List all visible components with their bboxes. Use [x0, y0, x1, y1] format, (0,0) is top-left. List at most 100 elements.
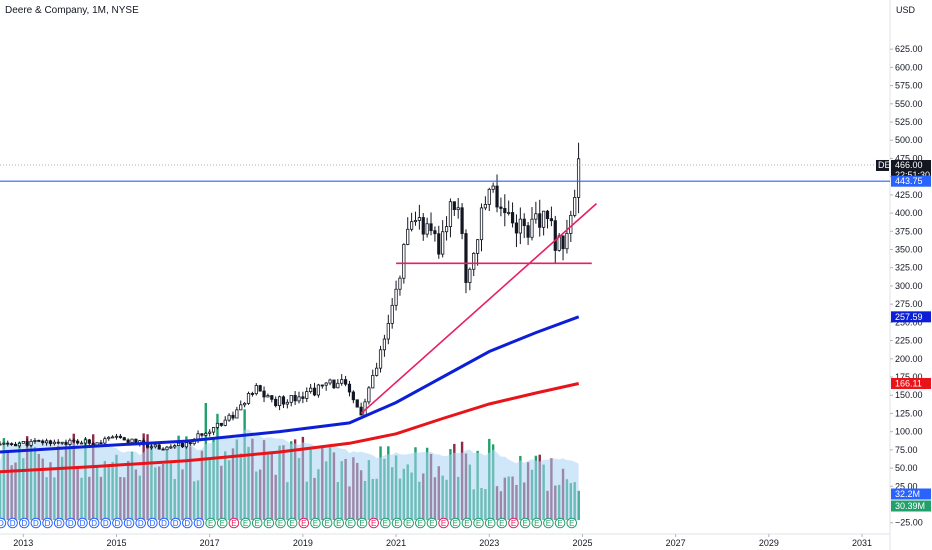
earnings-marker-label: E — [220, 519, 225, 528]
dividend-marker-label: D — [138, 519, 144, 528]
y-tick-label: 350.00 — [895, 245, 923, 255]
earnings-marker — [415, 517, 426, 529]
earnings-marker-label: E — [557, 519, 562, 528]
dividend-marker-label: D — [33, 519, 39, 528]
candle — [522, 218, 526, 227]
dividend-marker-label: D — [68, 519, 74, 528]
y-tick-label: 550.00 — [895, 99, 923, 109]
candle — [41, 440, 45, 444]
candle — [561, 235, 565, 250]
x-tick-label: 2023 — [479, 538, 499, 548]
dividend-marker-label: D — [184, 519, 190, 528]
candle — [149, 446, 154, 449]
candle — [270, 395, 274, 400]
dividend-marker — [100, 517, 112, 529]
earnings-marker — [216, 517, 228, 529]
earnings-marker — [275, 517, 286, 529]
candle — [118, 435, 122, 439]
candle — [17, 442, 22, 447]
candle — [254, 385, 258, 395]
earnings-marker — [508, 517, 519, 529]
candle — [378, 349, 383, 369]
candle — [375, 367, 379, 376]
y-tick-label: 250.00 — [895, 317, 923, 327]
earnings-marker-label: E — [278, 519, 283, 528]
earnings-marker — [473, 517, 484, 529]
earnings-marker-label: E — [231, 519, 236, 528]
candle — [394, 288, 398, 306]
volume-tag-bg — [891, 488, 931, 500]
earnings-marker-label: E — [429, 519, 434, 528]
candle — [305, 391, 309, 399]
currency-label[interactable]: USD — [896, 5, 916, 15]
candle — [10, 443, 14, 446]
candle — [111, 436, 115, 439]
earnings-marker-label: E — [476, 519, 481, 528]
sma-slow-tag: 166.11 — [895, 378, 922, 388]
dividend-marker — [0, 517, 7, 529]
dividend-marker — [18, 517, 30, 529]
candle — [60, 441, 64, 444]
earnings-marker — [543, 517, 554, 529]
candle — [177, 442, 181, 446]
candle — [223, 419, 227, 426]
dividend-marker — [170, 517, 181, 529]
candle — [371, 374, 375, 389]
volume-tag: 32.2M — [895, 489, 920, 499]
earnings-marker — [391, 517, 403, 529]
earnings-marker — [298, 517, 310, 529]
earnings-marker — [484, 517, 496, 529]
dividend-marker-label: D — [196, 519, 202, 528]
y-tick-label: −25.00 — [895, 518, 923, 528]
y-tick-label: 500.00 — [895, 135, 923, 145]
candle — [56, 441, 60, 444]
candle — [340, 379, 344, 384]
earnings-marker-label: E — [499, 519, 504, 528]
y-tick-label: 200.00 — [895, 354, 923, 364]
time-axis: 2013 2015 2017 2019 2021 2023 2025 2027 2029 2031 — [13, 534, 872, 548]
x-tick-label: 2029 — [759, 538, 779, 548]
candle — [44, 440, 49, 444]
candle — [468, 268, 472, 283]
earnings-marker-label: E — [441, 519, 446, 528]
earnings-marker-label: E — [488, 519, 493, 528]
dividend-marker — [65, 517, 77, 529]
candle — [483, 204, 487, 209]
dividend-marker-label: D — [21, 519, 27, 528]
candle — [25, 441, 29, 446]
candle — [425, 223, 429, 235]
dividend-marker-label: D — [91, 519, 97, 528]
earnings-marker — [496, 517, 508, 529]
candle — [87, 439, 91, 444]
y-tick-label: 75.00 — [895, 445, 918, 455]
candle — [491, 185, 495, 190]
chart-title: Deere & Company, 1M, NYSE — [5, 5, 139, 16]
candle — [324, 382, 328, 386]
y-tick-label: 575.00 — [895, 81, 923, 91]
candle — [495, 185, 499, 208]
earnings-marker — [345, 517, 356, 529]
candle — [382, 338, 387, 351]
earnings-marker — [380, 517, 391, 529]
earnings-marker — [566, 517, 578, 529]
dividend-marker — [112, 517, 123, 529]
y-tick-label: 325.00 — [895, 263, 923, 273]
candle — [312, 387, 317, 396]
earnings-marker — [403, 517, 414, 529]
sma-fast-tag: 257.59 — [895, 312, 923, 322]
y-tick-label: 300.00 — [895, 281, 923, 291]
earnings-marker — [263, 517, 275, 529]
candle — [130, 438, 134, 443]
candle — [437, 233, 441, 255]
dividend-marker — [88, 517, 100, 529]
candle — [231, 414, 235, 419]
y-tick-label: 475.00 — [895, 153, 923, 163]
earnings-marker — [368, 517, 380, 529]
dividend-marker — [182, 517, 193, 529]
earnings-marker-label: E — [243, 519, 248, 528]
dividend-marker — [123, 517, 135, 529]
candle — [499, 206, 503, 209]
